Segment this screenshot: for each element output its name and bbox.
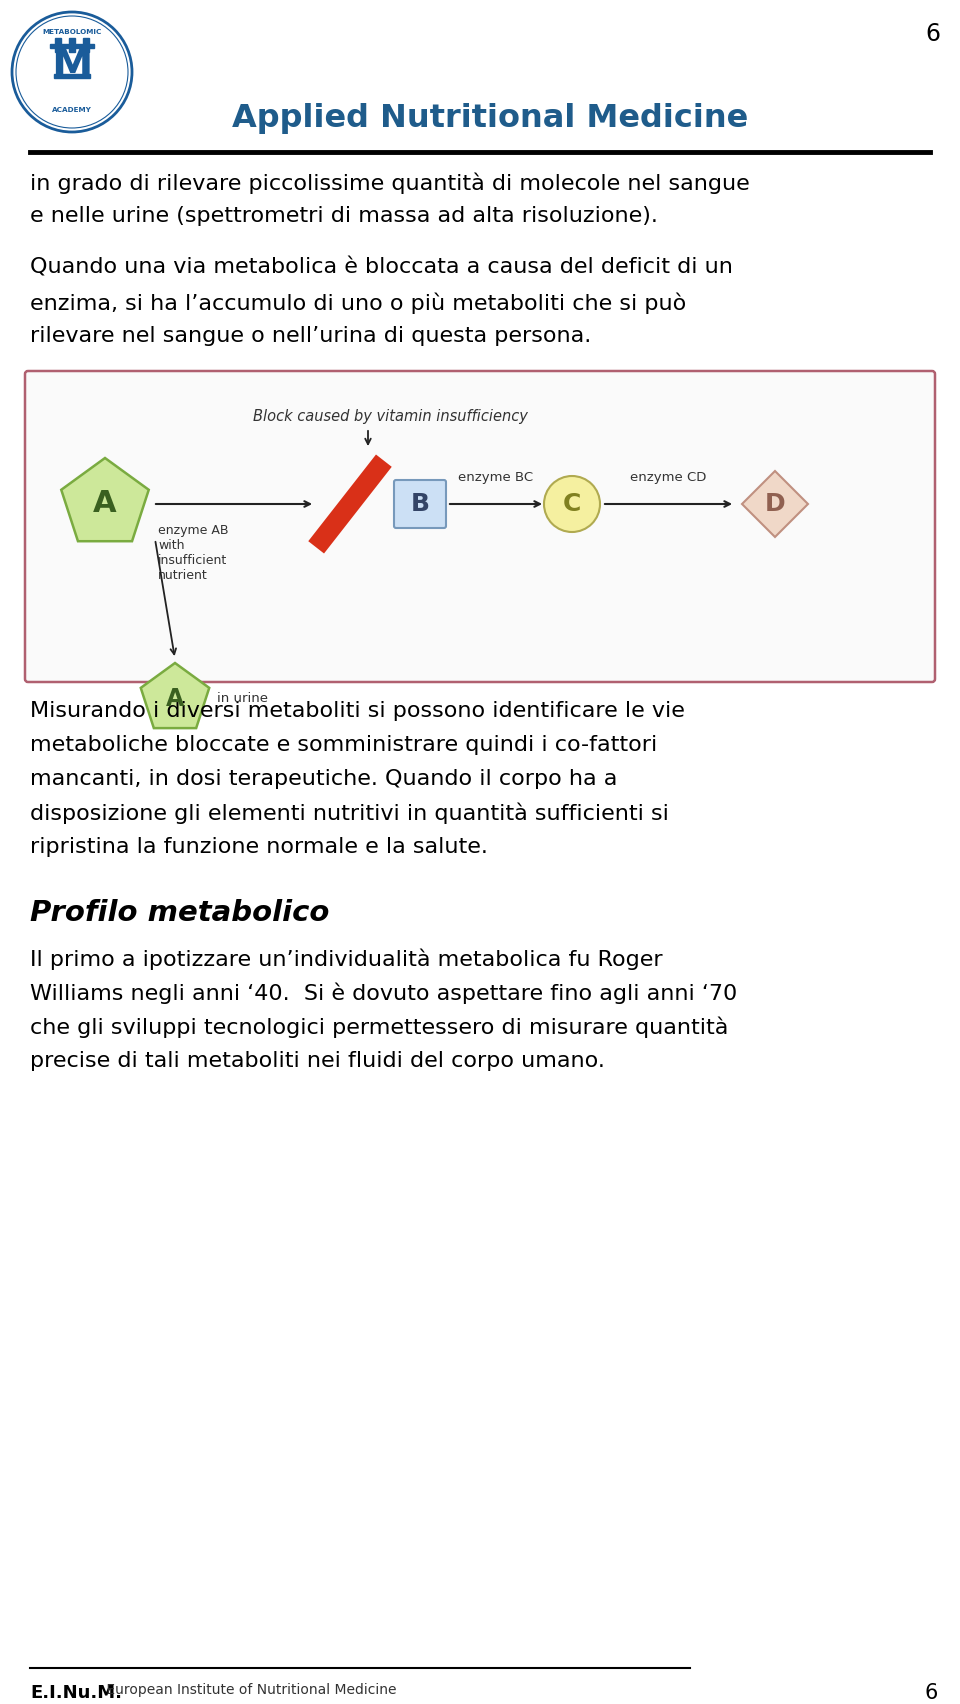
Text: A: A xyxy=(166,687,184,711)
Text: e nelle urine (spettrometri di massa ad alta risoluzione).: e nelle urine (spettrometri di massa ad … xyxy=(30,206,658,227)
Text: European Institute of Nutritional Medicine: European Institute of Nutritional Medici… xyxy=(102,1684,396,1697)
Text: enzyme AB
with
insufficient
nutrient: enzyme AB with insufficient nutrient xyxy=(158,525,228,583)
Text: metaboliche bloccate e somministrare quindi i co-fattori: metaboliche bloccate e somministrare qui… xyxy=(30,734,658,755)
Text: enzyme BC: enzyme BC xyxy=(459,470,534,484)
Text: Il primo a ipotizzare un’individualità metabolica fu Roger: Il primo a ipotizzare un’individualità m… xyxy=(30,949,662,971)
Bar xyxy=(50,44,94,48)
Circle shape xyxy=(12,12,132,131)
Text: che gli sviluppi tecnologici permettessero di misurare quantità: che gli sviluppi tecnologici permettesse… xyxy=(30,1017,729,1038)
Text: in grado di rilevare piccolissime quantità di molecole nel sangue: in grado di rilevare piccolissime quanti… xyxy=(30,172,750,194)
Text: Profilo metabolico: Profilo metabolico xyxy=(30,900,329,927)
Text: Misurando i diversi metaboliti si possono identificare le vie: Misurando i diversi metaboliti si posson… xyxy=(30,700,684,721)
Polygon shape xyxy=(308,455,392,554)
Text: rilevare nel sangue o nell’urina di questa persona.: rilevare nel sangue o nell’urina di ques… xyxy=(30,325,591,346)
Text: D: D xyxy=(765,492,785,516)
Bar xyxy=(69,37,75,53)
Text: precise di tali metaboliti nei fluidi del corpo umano.: precise di tali metaboliti nei fluidi de… xyxy=(30,1051,605,1072)
Text: Applied Nutritional Medicine: Applied Nutritional Medicine xyxy=(232,102,748,133)
Text: enzima, si ha l’accumulo di uno o più metaboliti che si può: enzima, si ha l’accumulo di uno o più me… xyxy=(30,291,686,314)
Bar xyxy=(83,37,89,53)
Text: ripristina la funzione normale e la salute.: ripristina la funzione normale e la salu… xyxy=(30,837,488,857)
Text: enzyme CD: enzyme CD xyxy=(630,470,707,484)
Text: disposizione gli elementi nutritivi in quantità sufficienti si: disposizione gli elementi nutritivi in q… xyxy=(30,803,669,825)
Text: ACADEMY: ACADEMY xyxy=(52,107,92,112)
Text: E.I.Nu.M.: E.I.Nu.M. xyxy=(30,1684,122,1702)
FancyBboxPatch shape xyxy=(394,481,446,528)
FancyBboxPatch shape xyxy=(25,371,935,682)
Text: C: C xyxy=(563,492,581,516)
Text: 6: 6 xyxy=(925,22,940,46)
Text: Quando una via metabolica è bloccata a causa del deficit di un: Quando una via metabolica è bloccata a c… xyxy=(30,257,732,278)
Text: Williams negli anni ‘40.  Si è dovuto aspettare fino agli anni ‘70: Williams negli anni ‘40. Si è dovuto asp… xyxy=(30,983,737,1004)
Text: mancanti, in dosi terapeutiche. Quando il corpo ha a: mancanti, in dosi terapeutiche. Quando i… xyxy=(30,769,617,789)
Text: Block caused by vitamin insufficiency: Block caused by vitamin insufficiency xyxy=(252,409,527,424)
Text: 6: 6 xyxy=(924,1684,938,1702)
Polygon shape xyxy=(61,458,149,542)
Text: M: M xyxy=(51,46,93,89)
Bar xyxy=(54,73,90,78)
Text: METABOLOMIC: METABOLOMIC xyxy=(42,29,102,36)
Text: B: B xyxy=(411,492,429,516)
Polygon shape xyxy=(141,663,209,728)
Polygon shape xyxy=(742,470,808,537)
Text: A: A xyxy=(93,489,117,518)
Text: in urine: in urine xyxy=(217,692,268,705)
Circle shape xyxy=(544,475,600,532)
Bar xyxy=(55,37,61,53)
